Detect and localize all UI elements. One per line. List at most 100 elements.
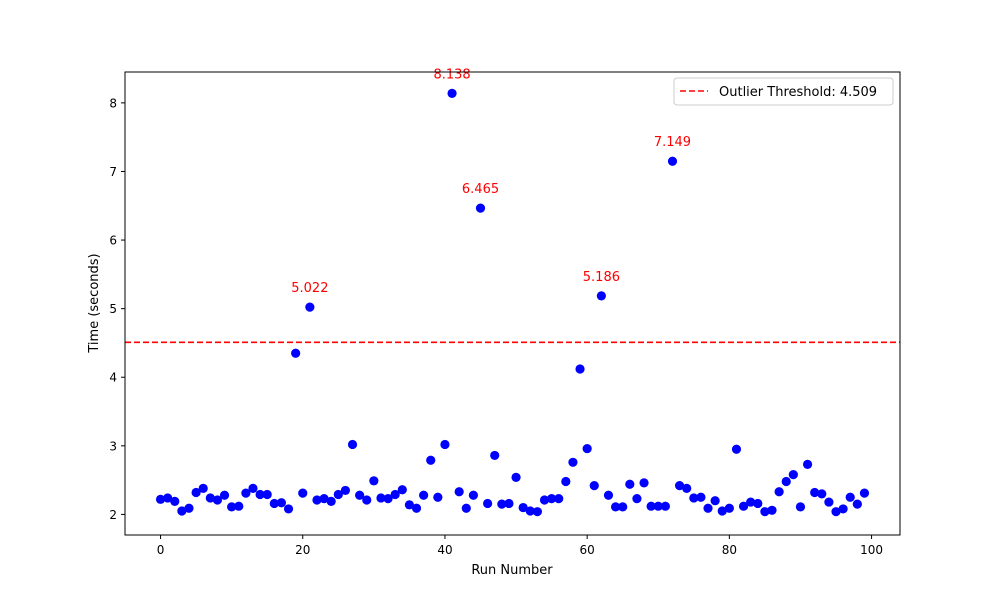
data-point [404,500,415,510]
data-point [475,203,486,213]
data-point [554,494,564,504]
data-point [753,498,763,509]
data-point [234,501,244,511]
data-point [845,492,855,502]
data-point [639,478,649,488]
data-point [177,506,187,516]
data-point [696,492,706,502]
data-point [795,502,806,512]
data-point [170,496,180,506]
data-point [682,483,692,493]
data-point [490,450,500,461]
data-point [333,489,343,500]
data-point [710,496,720,506]
data-point [603,490,614,500]
data-point [504,498,514,509]
data-point [411,503,422,513]
data-point [362,495,372,505]
data-point [539,495,550,505]
data-point [305,302,315,312]
data-point [283,504,294,514]
data-point [746,497,756,507]
y-tick-label: 7 [109,165,117,179]
data-point [241,488,251,498]
data-point [738,501,749,511]
y-axis-ticks: 2 3 4 5 6 7 8 [109,96,125,522]
data-point [312,495,322,505]
data-point [859,488,870,498]
data-point [269,498,279,509]
data-point [483,498,493,509]
data-point [191,487,201,498]
outlier-annotation: 7.149 [654,135,691,150]
data-point [212,495,223,505]
data-point [468,490,478,500]
data-point [532,507,542,517]
data-point [255,489,265,500]
data-point [802,459,813,469]
data-point [810,487,820,498]
data-point [838,504,848,514]
data-point [561,476,571,487]
y-tick-label: 3 [109,439,117,453]
data-point [632,494,642,504]
x-axis-label: Run Number [471,563,553,578]
data-point [525,506,535,516]
data-point [319,494,329,504]
data-point [383,494,393,504]
data-point [625,479,635,489]
y-tick-label: 5 [109,302,117,316]
data-point [248,483,258,493]
data-point [262,489,272,500]
plot-frame [124,71,901,536]
data-point [276,498,287,508]
data-point [426,455,436,465]
data-point [511,472,521,482]
data-point [824,497,834,507]
x-tick-label: 20 [295,543,310,557]
data-point [717,506,727,516]
x-tick-label: 80 [722,543,737,557]
data-point [703,503,713,513]
data-point [788,470,798,480]
outlier-annotation: 5.186 [583,270,620,285]
data-point [291,348,301,358]
data-point [653,501,663,511]
data-point [767,505,777,515]
data-point [575,364,585,374]
y-tick-label: 2 [109,508,117,522]
data-point [646,501,656,511]
x-tick-label: 0 [157,543,165,557]
data-point [440,439,450,450]
data-point [184,503,194,513]
legend-threshold-label: Outlier Threshold: 4.509 [719,85,877,100]
x-axis-ticks: 0 20 40 60 80 100 [157,535,883,557]
data-point [205,493,215,503]
data-point [227,502,237,512]
data-point [163,493,173,503]
data-point [397,485,407,495]
data-point [731,444,742,454]
data-point [667,156,678,166]
data-point [618,502,628,512]
data-point [596,291,606,301]
data-point [454,487,464,497]
data-point [660,501,670,511]
data-point [610,502,621,512]
data-point [298,488,308,498]
data-point [497,499,507,509]
y-tick-label: 8 [109,96,117,110]
data-point [724,503,734,513]
data-point [155,494,166,504]
data-point [518,502,528,513]
data-point [355,490,365,500]
data-point [568,457,578,467]
outlier-annotation: 6.465 [462,182,499,197]
y-tick-label: 4 [109,371,117,385]
data-point [852,499,862,509]
data-point [447,88,457,99]
data-point [831,507,841,517]
data-point [589,481,599,491]
